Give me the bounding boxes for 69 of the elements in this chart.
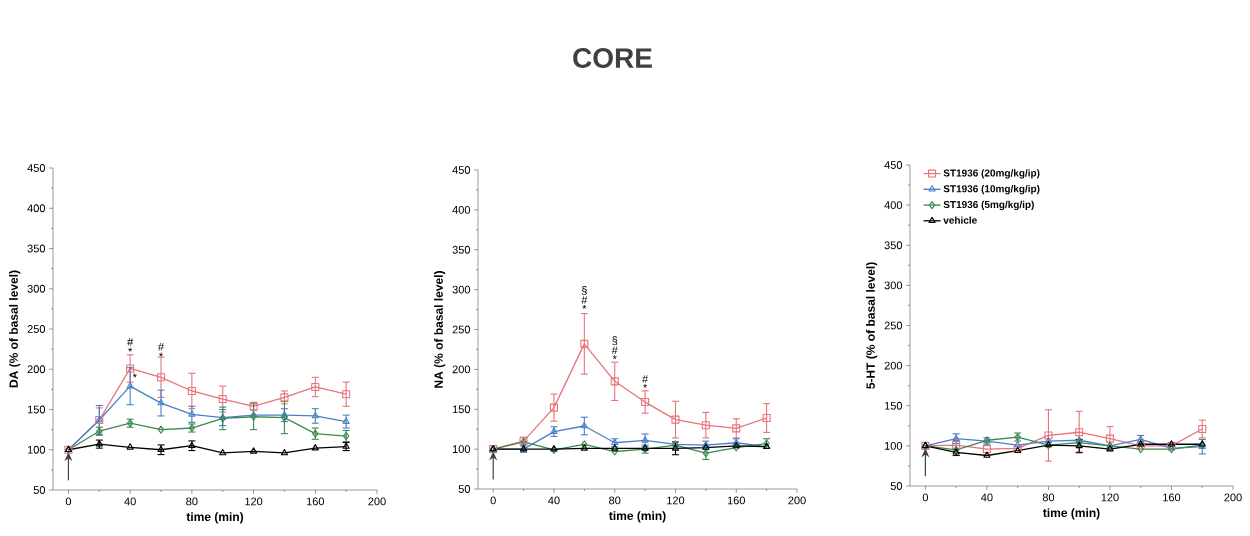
- x-tick-label: 120: [245, 497, 263, 506]
- x-tick-label: 200: [368, 497, 386, 506]
- y-tick-label: 450: [27, 164, 46, 172]
- x-axis-title: time (min): [608, 511, 666, 523]
- legend-label: vehicle: [943, 216, 977, 224]
- x-tick-label: 160: [1163, 493, 1181, 502]
- y-tick-label: 400: [27, 204, 46, 213]
- y-tick-label: 150: [884, 401, 903, 410]
- annotation: *: [159, 352, 163, 357]
- annotation: #: [611, 346, 618, 354]
- y-tick-label: 300: [884, 281, 903, 290]
- x-tick-label: 0: [490, 496, 496, 505]
- annotation: *: [643, 383, 648, 388]
- y-tick-label: 250: [884, 321, 903, 330]
- y-tick-label: 100: [27, 445, 46, 454]
- y-tick-label: 100: [452, 445, 471, 454]
- x-tick-label: 0: [922, 493, 929, 502]
- chart-title: CORE: [573, 48, 652, 68]
- annotation: #: [642, 375, 649, 383]
- legend-label: ST1936 (20mg/kg/ip): [943, 169, 1040, 179]
- y-tick-label: 100: [884, 441, 903, 450]
- legend-label: ST1936 (10mg/kg/ip): [943, 184, 1040, 195]
- y-tick-label: 150: [27, 405, 46, 414]
- y-tick-label: 50: [33, 486, 46, 494]
- x-tick-label: 80: [186, 497, 198, 506]
- y-axis-title: DA (% of basal level): [9, 270, 21, 388]
- y-tick-label: 50: [890, 482, 903, 490]
- y-axis-title: NA (% of basal level): [434, 271, 446, 388]
- x-tick-label: 200: [788, 496, 806, 505]
- y-tick-label: 350: [27, 244, 46, 253]
- annotation: *: [132, 373, 137, 378]
- y-tick-label: 400: [884, 201, 903, 210]
- x-tick-label: 40: [981, 493, 993, 502]
- x-tick-label: 120: [1101, 493, 1119, 502]
- annotation: §: [612, 336, 618, 346]
- y-tick-label: 200: [452, 365, 471, 374]
- annotation: #: [581, 296, 588, 304]
- annotation: *: [128, 347, 133, 352]
- y-tick-label: 50: [458, 485, 471, 493]
- x-tick-label: 200: [1224, 493, 1242, 502]
- annotation: §: [581, 285, 587, 295]
- x-tick-label: 80: [609, 496, 621, 505]
- y-tick-label: 250: [27, 325, 46, 333]
- y-axis-title: 5-HT (% of basal level): [866, 262, 878, 389]
- x-tick-label: 40: [548, 496, 560, 505]
- x-axis-title: time (min): [1042, 508, 1100, 520]
- x-tick-label: 80: [1042, 493, 1055, 502]
- y-tick-label: 200: [27, 365, 46, 374]
- y-tick-label: 250: [452, 325, 471, 334]
- legend-label: ST1936 (5mg/kg/ip): [943, 200, 1034, 211]
- y-tick-label: 450: [452, 166, 471, 174]
- y-tick-label: 300: [452, 285, 471, 294]
- annotation: #: [127, 338, 134, 346]
- annotation: #: [157, 342, 164, 351]
- y-tick-label: 400: [452, 206, 471, 214]
- x-tick-label: 120: [667, 496, 685, 505]
- annotation: *: [612, 355, 617, 360]
- y-tick-label: 150: [452, 405, 471, 414]
- y-tick-label: 350: [452, 245, 471, 254]
- y-tick-label: 200: [884, 361, 903, 370]
- y-tick-label: 300: [27, 284, 46, 293]
- annotation: *: [582, 304, 587, 309]
- x-tick-label: 40: [124, 497, 136, 506]
- y-tick-label: 450: [884, 161, 903, 169]
- y-tick-label: 350: [884, 241, 903, 250]
- x-axis-title: time (min): [186, 512, 244, 524]
- x-tick-label: 160: [306, 497, 325, 506]
- x-tick-label: 0: [65, 497, 72, 506]
- x-tick-label: 160: [727, 496, 745, 505]
